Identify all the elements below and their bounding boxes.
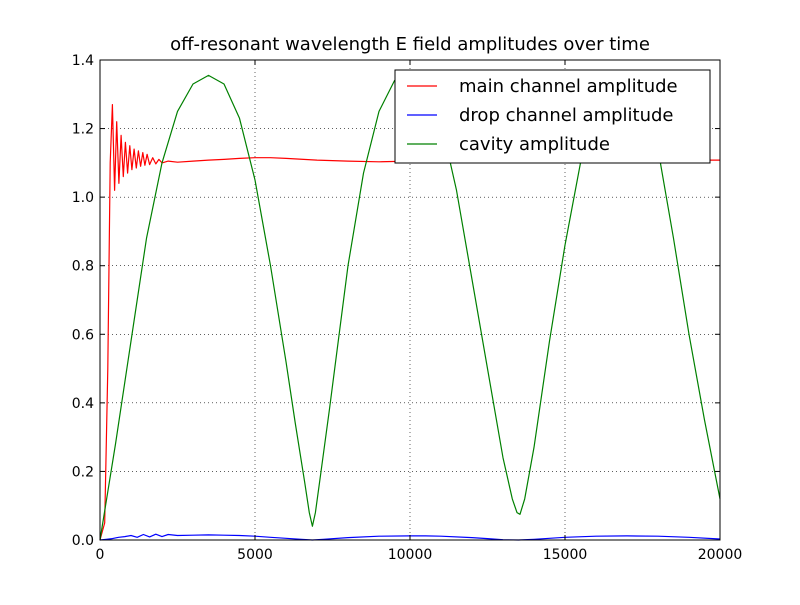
- y-tick-label: 1.2: [72, 122, 94, 138]
- x-tick-label: 10000: [388, 547, 433, 563]
- y-tick-label: 1.0: [72, 190, 94, 206]
- y-tick-label: 0.8: [72, 259, 94, 275]
- x-tick-label: 5000: [237, 547, 273, 563]
- legend: main channel amplitude drop channel ampli…: [394, 69, 711, 164]
- y-tick-label: 1.4: [72, 53, 94, 69]
- y-tick-label: 0.0: [72, 533, 94, 549]
- x-tick-label: 20000: [698, 547, 743, 563]
- legend-box: [394, 69, 711, 164]
- chart-title: off-resonant wavelength E field amplitud…: [170, 34, 650, 55]
- legend-label: drop channel amplitude: [459, 105, 674, 126]
- axis-ticks: 0 5000 10000 15000 20000 0.0 0.2 0.4 0.6 0.8 1.0 1.…: [72, 53, 743, 563]
- legend-label: main channel amplitude: [459, 76, 678, 97]
- x-tick-label: 15000: [543, 547, 588, 563]
- y-tick-label: 0.4: [72, 396, 94, 412]
- y-tick-label: 0.6: [72, 327, 94, 343]
- legend-label: cavity amplitude: [459, 134, 610, 155]
- y-tick-label: 0.2: [72, 464, 94, 480]
- x-tick-label: 0: [96, 547, 105, 563]
